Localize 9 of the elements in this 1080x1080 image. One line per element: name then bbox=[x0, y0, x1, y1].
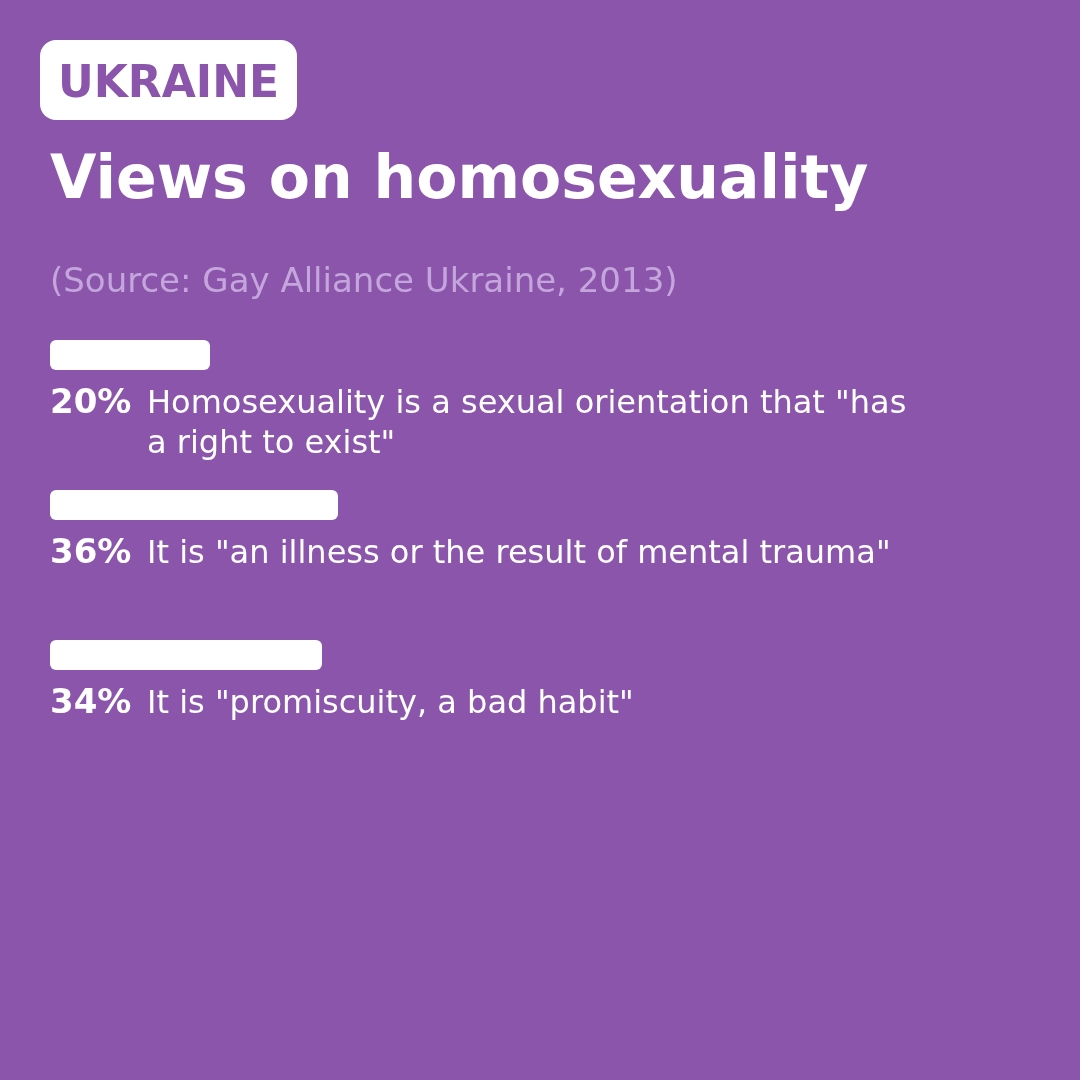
y-tick-label: It is "an illness or the result of mental trauma" bbox=[147, 533, 891, 571]
y-tick-label: Homosexuality is a sexual orientation that "has a right to exist" bbox=[147, 383, 907, 461]
text: Views on homosexuality bbox=[50, 142, 869, 212]
chart-subtitle: UKRAINE bbox=[58, 56, 280, 107]
text: (Source: Gay Alliance Ukraine, 2013) bbox=[50, 260, 678, 300]
y-tick-label: It is "promiscuity, a bad habit" bbox=[147, 683, 634, 721]
data-label: 36% bbox=[50, 531, 132, 571]
data-label: 34% bbox=[50, 681, 132, 721]
data-label: 20% bbox=[50, 381, 132, 421]
